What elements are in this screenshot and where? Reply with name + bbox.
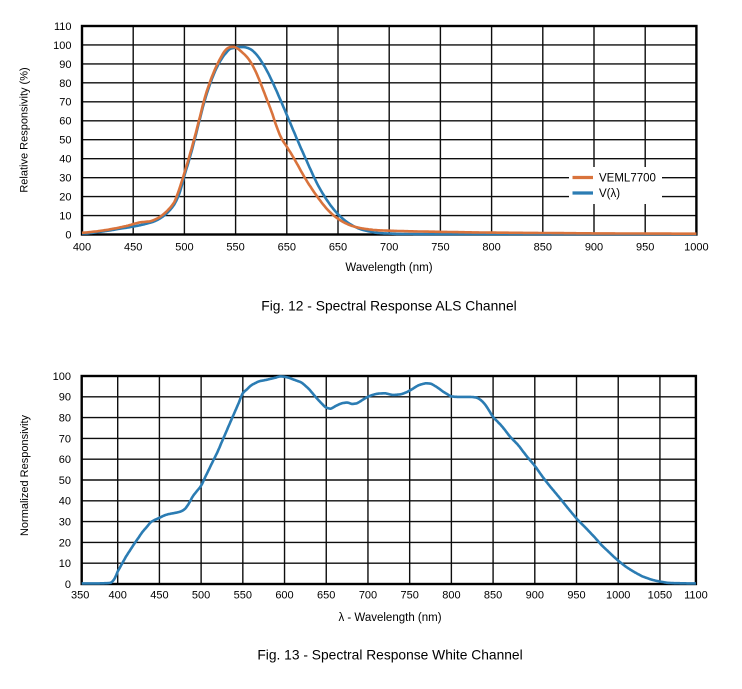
svg-text:750: 750 — [431, 242, 449, 254]
svg-text:Normalized Responsivity: Normalized Responsivity — [19, 414, 31, 536]
svg-text:750: 750 — [401, 590, 419, 602]
svg-text:1050: 1050 — [648, 590, 672, 602]
svg-text:10: 10 — [59, 210, 71, 222]
svg-text:70: 70 — [59, 433, 71, 445]
svg-text:VEML7700: VEML7700 — [599, 173, 656, 185]
svg-text:90: 90 — [59, 392, 71, 404]
svg-text:110: 110 — [54, 21, 72, 33]
svg-text:Wavelength (nm): Wavelength (nm) — [345, 262, 432, 274]
svg-text:Fig. 13 - Spectral Response Wh: Fig. 13 - Spectral Response White Channe… — [257, 648, 522, 663]
svg-text:850: 850 — [534, 242, 552, 254]
svg-text:650: 650 — [278, 242, 296, 254]
svg-text:60: 60 — [59, 454, 71, 466]
svg-text:Relative Responsivity (%): Relative Responsivity (%) — [19, 67, 31, 192]
svg-text:70: 70 — [59, 97, 71, 109]
svg-text:Fig. 12 - Spectral Response AL: Fig. 12 - Spectral Response ALS Channel — [261, 299, 516, 314]
svg-text:80: 80 — [59, 78, 71, 90]
svg-text:900: 900 — [585, 242, 603, 254]
svg-text:1100: 1100 — [684, 590, 708, 602]
svg-text:0: 0 — [65, 579, 71, 591]
svg-text:40: 40 — [59, 496, 71, 508]
svg-text:90: 90 — [59, 59, 71, 71]
svg-text:50: 50 — [59, 135, 71, 147]
svg-text:V(λ): V(λ) — [599, 188, 620, 200]
svg-text:400: 400 — [73, 242, 91, 254]
svg-text:40: 40 — [59, 154, 71, 166]
svg-text:900: 900 — [526, 590, 544, 602]
svg-text:0: 0 — [65, 229, 71, 241]
svg-text:450: 450 — [124, 242, 142, 254]
svg-text:10: 10 — [59, 558, 71, 570]
svg-text:650: 650 — [317, 590, 335, 602]
svg-text:30: 30 — [59, 173, 71, 185]
svg-text:80: 80 — [59, 413, 71, 425]
svg-text:λ - Wavelength (nm): λ - Wavelength (nm) — [338, 612, 441, 624]
svg-text:500: 500 — [175, 242, 193, 254]
svg-text:950: 950 — [567, 590, 585, 602]
svg-text:600: 600 — [275, 590, 293, 602]
svg-text:650: 650 — [329, 242, 347, 254]
svg-text:700: 700 — [380, 242, 398, 254]
svg-text:1000: 1000 — [606, 590, 630, 602]
svg-text:50: 50 — [59, 475, 71, 487]
svg-text:1000: 1000 — [684, 242, 708, 254]
svg-text:450: 450 — [150, 590, 168, 602]
svg-text:500: 500 — [192, 590, 210, 602]
svg-text:400: 400 — [109, 590, 127, 602]
svg-text:20: 20 — [59, 537, 71, 549]
svg-text:700: 700 — [359, 590, 377, 602]
svg-text:30: 30 — [59, 517, 71, 529]
svg-text:800: 800 — [442, 590, 460, 602]
svg-text:20: 20 — [59, 192, 71, 204]
svg-text:550: 550 — [234, 590, 252, 602]
svg-text:950: 950 — [636, 242, 654, 254]
svg-text:550: 550 — [226, 242, 244, 254]
svg-text:800: 800 — [482, 242, 500, 254]
svg-text:100: 100 — [53, 40, 71, 52]
svg-text:350: 350 — [71, 590, 89, 602]
svg-text:100: 100 — [53, 371, 71, 383]
svg-text:60: 60 — [59, 116, 71, 128]
svg-text:850: 850 — [484, 590, 502, 602]
